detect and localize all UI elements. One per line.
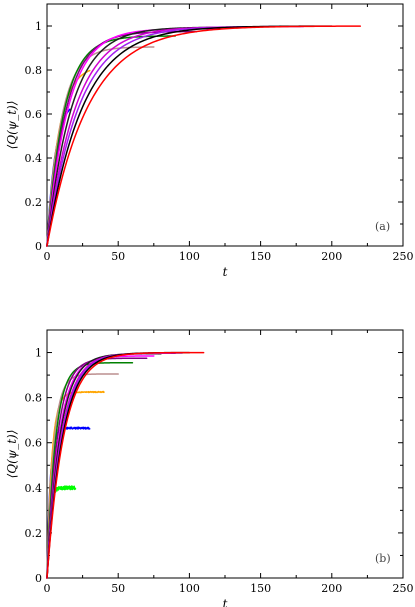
series-line-5 bbox=[46, 361, 134, 579]
panel-label: (a) bbox=[375, 220, 390, 233]
series-line-6 bbox=[46, 30, 198, 247]
x-tick-label: 250 bbox=[393, 250, 414, 263]
x-tick-label: 0 bbox=[44, 250, 51, 263]
y-tick-label: 1 bbox=[35, 20, 42, 33]
series-line-4 bbox=[46, 46, 155, 247]
y-tick-label: 0.2 bbox=[25, 196, 43, 209]
plot-frame bbox=[46, 329, 404, 579]
y-tick-label: 0.8 bbox=[25, 64, 43, 77]
x-tick-label: 0 bbox=[44, 582, 51, 595]
series-line-12 bbox=[46, 25, 362, 247]
panel-label: (b) bbox=[375, 552, 391, 565]
y-tick-label: 0 bbox=[35, 572, 42, 585]
x-tick-label: 200 bbox=[321, 582, 342, 595]
series-line-7 bbox=[46, 27, 219, 247]
series-line-9 bbox=[46, 25, 276, 247]
y-tick-label: 0.6 bbox=[25, 437, 43, 450]
x-axis-label: t bbox=[223, 597, 228, 607]
y-tick-label: 0 bbox=[35, 240, 42, 253]
x-tick-label: 150 bbox=[250, 250, 271, 263]
series-line-9 bbox=[46, 352, 176, 579]
chart-panel-b: 0 50 100 150 200 250 0 0.2 0.4 0.6 0.8 1 t ⟨Q(ψ_t)⟩ (b… bbox=[5, 329, 414, 607]
x-tick-label: 100 bbox=[179, 250, 200, 263]
x-tick-label: 200 bbox=[321, 250, 342, 263]
plot-frame bbox=[46, 3, 404, 247]
y-tick-label: 0.2 bbox=[25, 527, 43, 540]
y-axis-label: ⟨Q(ψ_t)⟩ bbox=[5, 101, 19, 150]
y-tick-label: 1 bbox=[35, 347, 42, 360]
x-tick-label: 150 bbox=[250, 582, 271, 595]
x-tick-label: 50 bbox=[111, 582, 125, 595]
chart-panel-a: 0 50 100 150 200 250 0 0.2 0.4 0.6 0.8 1 t ⟨Q(ψ_t)⟩ (a… bbox=[5, 3, 414, 279]
y-tick-label: 0.4 bbox=[25, 482, 43, 495]
y-tick-label: 0.8 bbox=[25, 392, 43, 405]
series-line-8 bbox=[46, 26, 248, 247]
y-tick-label: 0.6 bbox=[25, 108, 43, 121]
x-axis-label: t bbox=[223, 265, 228, 279]
y-axis-label: ⟨Q(ψ_t)⟩ bbox=[5, 430, 19, 479]
x-tick-label: 50 bbox=[111, 250, 125, 263]
series-line-6 bbox=[46, 357, 148, 579]
x-tick-label: 100 bbox=[179, 582, 200, 595]
series-line-11 bbox=[46, 25, 333, 247]
x-tick-label: 250 bbox=[393, 582, 414, 595]
series-line-12 bbox=[46, 351, 205, 579]
y-tick-label: 0.4 bbox=[25, 152, 43, 165]
